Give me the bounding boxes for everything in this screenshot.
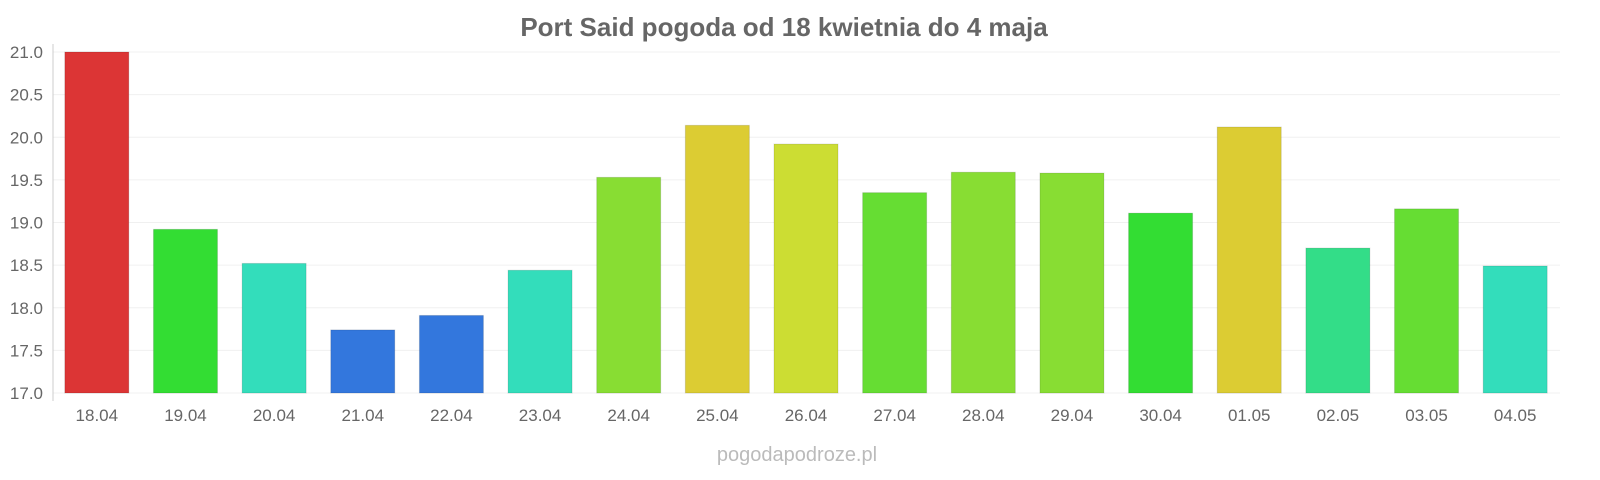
bar-29.04 bbox=[1039, 172, 1105, 394]
x-tick-label: 22.04 bbox=[430, 406, 473, 425]
x-tick-label: 28.04 bbox=[962, 406, 1005, 425]
x-tick-label: 18.04 bbox=[76, 406, 119, 425]
bar-30.04 bbox=[1128, 212, 1194, 394]
y-tick-label: 20.5 bbox=[10, 86, 43, 105]
chart-title: Port Said pogoda od 18 kwietnia do 4 maj… bbox=[520, 12, 1048, 42]
bar-27.04 bbox=[862, 192, 928, 394]
x-tick-label: 03.05 bbox=[1405, 406, 1448, 425]
bar-21.04 bbox=[330, 329, 396, 394]
x-tick-label: 20.04 bbox=[253, 406, 296, 425]
x-tick-label: 01.05 bbox=[1228, 406, 1271, 425]
x-tick-label: 24.04 bbox=[607, 406, 650, 425]
bar-22.04 bbox=[418, 314, 484, 394]
x-tick-label: 30.04 bbox=[1139, 406, 1182, 425]
bar-02.05 bbox=[1305, 247, 1371, 394]
x-tick-label: 19.04 bbox=[164, 406, 207, 425]
y-tick-label: 19.0 bbox=[10, 214, 43, 233]
watermark: pogodapodroze.pl bbox=[717, 444, 877, 466]
x-tick-label: 25.04 bbox=[696, 406, 739, 425]
y-tick-label: 21.0 bbox=[10, 43, 43, 62]
x-tick-label: 29.04 bbox=[1051, 406, 1094, 425]
y-tick-label: 18.0 bbox=[10, 299, 43, 318]
bar-20.04 bbox=[241, 262, 307, 394]
x-tick-label: 26.04 bbox=[785, 406, 828, 425]
bar-04.05 bbox=[1482, 265, 1548, 394]
y-tick-label: 20.0 bbox=[10, 128, 43, 147]
bar-19.04 bbox=[152, 228, 218, 394]
y-tick-label: 18.5 bbox=[10, 256, 43, 275]
y-tick-label: 19.5 bbox=[10, 171, 43, 190]
bar-24.04 bbox=[596, 176, 662, 394]
bar-18.04 bbox=[64, 51, 130, 394]
y-tick-label: 17.0 bbox=[10, 384, 43, 403]
bar-23.04 bbox=[507, 269, 573, 394]
x-tick-label: 27.04 bbox=[873, 406, 916, 425]
bar-25.04 bbox=[684, 124, 750, 394]
bar-01.05 bbox=[1216, 126, 1282, 394]
x-tick-label: 02.05 bbox=[1317, 406, 1360, 425]
x-tick-label: 23.04 bbox=[519, 406, 562, 425]
bar-26.04 bbox=[773, 143, 839, 394]
y-tick-label: 17.5 bbox=[10, 341, 43, 360]
x-tick-label: 21.04 bbox=[341, 406, 384, 425]
x-tick-label: 04.05 bbox=[1494, 406, 1537, 425]
bar-03.05 bbox=[1394, 208, 1460, 394]
bar-28.04 bbox=[950, 171, 1016, 394]
